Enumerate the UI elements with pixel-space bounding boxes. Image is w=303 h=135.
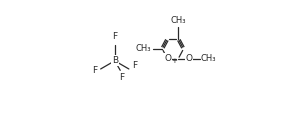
Text: F: F	[119, 73, 124, 82]
Text: F: F	[112, 32, 117, 41]
Text: +: +	[171, 58, 178, 64]
Text: O: O	[185, 54, 192, 63]
Text: F: F	[132, 61, 137, 70]
Text: B: B	[112, 56, 118, 65]
Text: O: O	[164, 54, 171, 63]
Text: CH₃: CH₃	[171, 16, 186, 25]
Text: CH₃: CH₃	[201, 54, 216, 63]
Text: F: F	[92, 66, 98, 75]
Text: CH₃: CH₃	[136, 44, 152, 53]
